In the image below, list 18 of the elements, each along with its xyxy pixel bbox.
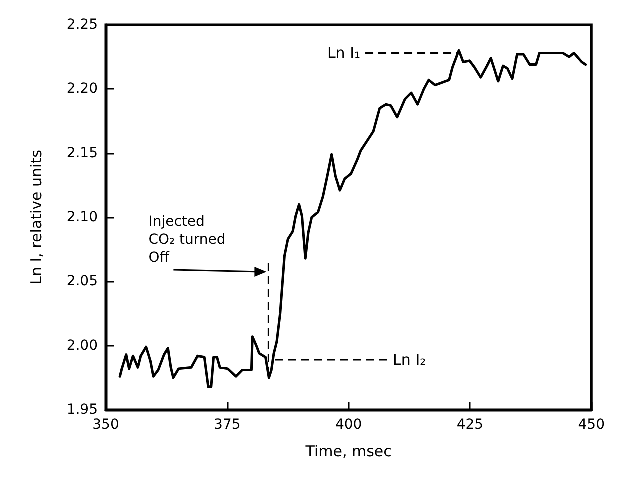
x-axis-title: Time, msec xyxy=(304,442,392,460)
ref-line-label: Injected CO₂ turned Off xyxy=(148,214,226,266)
annotation: Ln I₂ xyxy=(393,350,426,369)
y-tick-label: 2.00 xyxy=(66,338,98,354)
y-tick-label: 2.10 xyxy=(66,210,98,226)
x-tick-label: 375 xyxy=(214,417,241,433)
x-tick-label: 400 xyxy=(335,417,362,433)
y-tick-label: 2.25 xyxy=(66,17,98,33)
x-tick-label: 425 xyxy=(456,417,484,433)
x-tick-label: 350 xyxy=(92,417,120,433)
y-tick-label: 2.15 xyxy=(66,145,98,162)
y-tick-label: 1.95 xyxy=(66,402,98,418)
annotation: Ln I₁ xyxy=(327,44,361,62)
y-tick-label: 2.20 xyxy=(66,81,98,98)
x-tick-label: 450 xyxy=(578,417,606,433)
y-axis-title: Ln I, relative units xyxy=(28,150,46,285)
y-tick-label: 2.05 xyxy=(66,274,98,290)
line-series xyxy=(118,49,588,388)
